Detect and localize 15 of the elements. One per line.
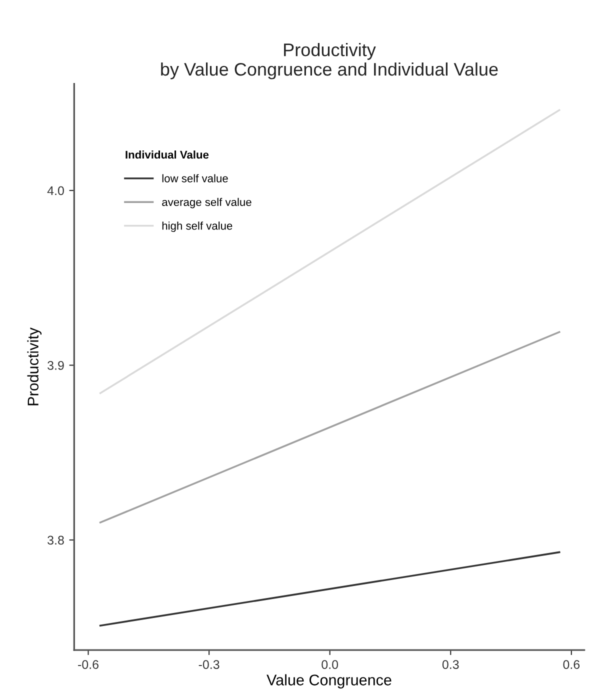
legend-label: low self value [162, 174, 228, 182]
x-tick-label: -0.3 [198, 660, 220, 669]
legend-label: high self value [162, 222, 232, 232]
x-tick-label: 0.3 [442, 660, 459, 669]
x-tick-label: -0.6 [78, 660, 98, 669]
x-tick-label: 0.6 [563, 660, 580, 669]
legend-title: Individual Value [126, 150, 209, 159]
y-tick-label: 3.8 [48, 536, 64, 545]
x-tick-label: 0.0 [322, 660, 338, 669]
y-axis-title: Productivity [27, 328, 42, 406]
y-tick-label: 3.9 [48, 361, 64, 370]
chart-title: Productivity by Value Congruence and Individual Value [161, 43, 498, 80]
legend-label: average self value [162, 198, 252, 208]
y-tick-label: 4.0 [47, 186, 64, 196]
x-axis-title: Value Congruence [266, 674, 392, 688]
